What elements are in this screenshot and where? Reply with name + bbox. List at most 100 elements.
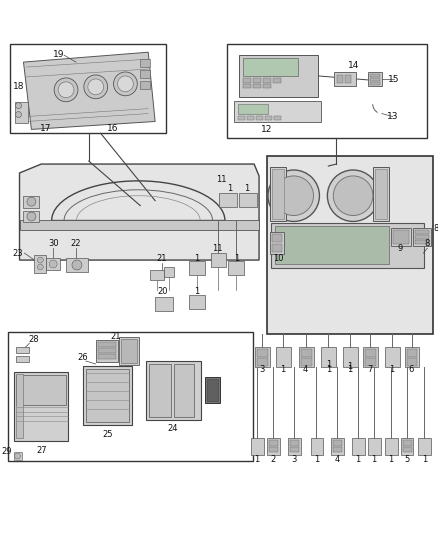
Bar xyxy=(368,72,382,86)
Bar xyxy=(263,84,271,88)
Bar xyxy=(149,364,171,417)
Bar xyxy=(140,59,150,67)
Bar xyxy=(174,364,194,417)
Bar xyxy=(255,347,270,367)
Bar xyxy=(401,438,413,455)
Circle shape xyxy=(54,78,78,102)
Bar xyxy=(368,438,381,455)
Circle shape xyxy=(27,212,36,221)
Bar xyxy=(267,156,433,334)
Bar xyxy=(140,81,150,89)
Bar xyxy=(343,347,358,367)
Text: 1: 1 xyxy=(234,254,239,263)
Text: 3: 3 xyxy=(291,455,297,464)
Bar xyxy=(321,347,336,367)
Text: 8: 8 xyxy=(433,224,438,233)
Bar xyxy=(271,223,424,268)
Circle shape xyxy=(88,79,104,95)
Text: 1: 1 xyxy=(280,366,286,375)
Bar xyxy=(253,78,261,83)
Bar xyxy=(363,347,378,367)
Circle shape xyxy=(16,111,21,118)
Text: 1: 1 xyxy=(422,455,427,464)
Bar xyxy=(288,438,300,455)
Bar xyxy=(272,169,284,220)
Bar xyxy=(391,229,410,246)
Text: 30: 30 xyxy=(48,239,59,248)
Bar xyxy=(269,447,278,452)
Bar xyxy=(403,447,412,452)
Bar xyxy=(265,116,272,119)
Text: 29: 29 xyxy=(1,447,11,456)
Text: 3: 3 xyxy=(259,366,265,375)
Bar xyxy=(234,101,321,123)
Bar xyxy=(243,58,298,76)
Circle shape xyxy=(37,264,43,270)
Circle shape xyxy=(274,176,314,215)
Bar xyxy=(311,438,323,455)
Bar xyxy=(164,267,174,277)
Bar xyxy=(300,349,311,357)
Bar xyxy=(83,366,132,425)
Circle shape xyxy=(27,197,36,206)
Text: 11: 11 xyxy=(212,244,223,253)
Bar xyxy=(370,82,380,85)
Circle shape xyxy=(58,82,74,98)
Bar xyxy=(416,236,429,239)
Bar xyxy=(393,230,409,244)
Circle shape xyxy=(16,103,21,109)
Text: 1: 1 xyxy=(326,359,331,368)
Text: 1: 1 xyxy=(194,254,199,263)
Text: 1: 1 xyxy=(194,287,199,296)
Bar xyxy=(24,211,39,222)
Text: 1: 1 xyxy=(227,184,232,193)
Bar xyxy=(256,116,263,119)
Bar xyxy=(406,358,417,366)
Bar xyxy=(416,230,429,235)
Text: 1: 1 xyxy=(389,366,394,375)
Bar xyxy=(155,297,173,311)
Bar xyxy=(269,440,278,446)
Text: 4: 4 xyxy=(335,455,340,464)
Circle shape xyxy=(268,170,319,222)
Text: 1: 1 xyxy=(355,455,360,464)
Bar xyxy=(228,261,244,275)
Text: 22: 22 xyxy=(71,239,81,248)
Bar xyxy=(253,84,261,88)
Bar xyxy=(98,348,116,353)
Text: 21: 21 xyxy=(157,254,167,263)
Bar xyxy=(98,354,116,359)
Bar xyxy=(20,221,259,230)
Text: 12: 12 xyxy=(261,125,273,134)
Text: 16: 16 xyxy=(107,124,118,133)
Text: 4: 4 xyxy=(303,366,308,375)
Bar xyxy=(96,340,117,362)
Bar xyxy=(272,235,282,243)
Bar xyxy=(211,253,226,267)
Bar xyxy=(375,169,387,220)
Bar xyxy=(121,339,138,363)
Text: 24: 24 xyxy=(168,424,178,433)
Text: 8: 8 xyxy=(425,239,430,248)
Bar xyxy=(243,84,251,88)
Bar xyxy=(385,347,399,367)
Text: 5: 5 xyxy=(404,455,409,464)
Bar xyxy=(290,447,299,452)
Text: 18: 18 xyxy=(13,82,24,91)
Bar xyxy=(403,440,412,446)
Circle shape xyxy=(14,453,21,459)
Bar xyxy=(219,193,237,207)
Bar xyxy=(238,116,245,119)
Bar xyxy=(267,438,280,455)
Bar xyxy=(331,438,344,455)
Circle shape xyxy=(117,76,133,92)
Bar xyxy=(263,78,271,83)
Polygon shape xyxy=(24,52,155,130)
Bar xyxy=(300,358,311,366)
Text: 17: 17 xyxy=(39,124,51,133)
Bar xyxy=(14,372,68,441)
Bar xyxy=(333,447,342,452)
Bar xyxy=(370,78,380,81)
Bar xyxy=(207,379,219,401)
Text: 2: 2 xyxy=(270,455,276,464)
